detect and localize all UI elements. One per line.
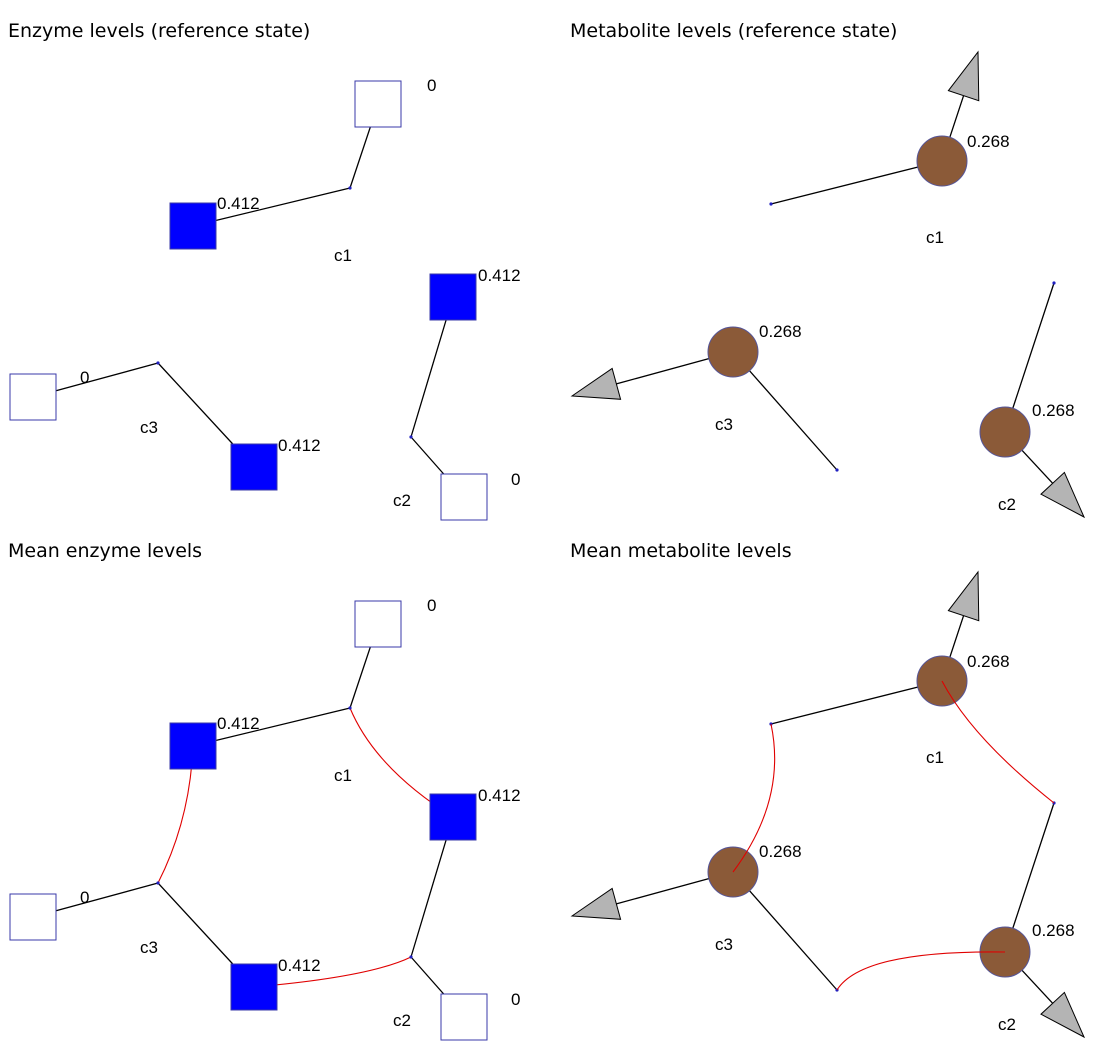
enzyme-box-c2-upper — [429, 273, 477, 321]
edge-c1-lower — [192, 187, 351, 227]
metabolite-node-c2 — [979, 406, 1031, 458]
enzyme-value-c2-upper: 0.412 — [478, 266, 521, 285]
metabolite-node-c3 — [707, 326, 759, 378]
panel-enzyme-mean: Mean enzyme levels 0 0.412 c1 0.412 0 c2 0.412 0… — [8, 540, 521, 1041]
enzyme-box-c3-lower — [9, 373, 57, 421]
cluster-label-c1: c1 — [926, 748, 944, 767]
arrow-head-c3 — [570, 367, 622, 400]
metabolite-value-c3: 0.268 — [759, 322, 802, 341]
enzyme-value-c1-lower: 0.412 — [217, 194, 260, 213]
junction-dot-c2 — [409, 435, 413, 439]
panel-enzyme-reference: Enzyme levels (reference state) 0 0.412 c1 0… — [8, 20, 521, 521]
junction-dot-c3 — [156, 881, 160, 885]
enzyme-value-c2-lower: 0 — [511, 470, 520, 489]
cluster-label-c3: c3 — [140, 418, 158, 437]
panel-title: Mean metabolite levels — [570, 540, 792, 562]
cluster-label-c3: c3 — [715, 415, 733, 434]
endpoint-dot-c1 — [769, 202, 773, 206]
cross-link-1 — [941, 680, 1055, 804]
enzyme-value-c3-upper: 0.412 — [278, 956, 321, 975]
enzyme-value-c3-upper: 0.412 — [278, 436, 321, 455]
cluster-label-c2: c2 — [998, 495, 1016, 514]
edge-c1-substrate — [770, 160, 943, 205]
arrow-head-c1 — [947, 50, 980, 102]
metabolite-value-c1: 0.268 — [967, 132, 1010, 151]
enzyme-value-c2-lower: 0 — [511, 990, 520, 1009]
arrow-head-c1 — [947, 570, 980, 622]
enzyme-box-c1-upper — [354, 80, 402, 128]
junction-dot-c1 — [348, 706, 352, 710]
edge-c2-substrate — [1004, 802, 1055, 953]
panel-title: Metabolite levels (reference state) — [570, 20, 897, 42]
arrow-head-c2 — [1040, 991, 1086, 1039]
cluster-label-c3: c3 — [140, 938, 158, 957]
enzyme-value-c1-lower: 0.412 — [217, 714, 260, 733]
metabolite-value-c3: 0.268 — [759, 842, 802, 861]
enzyme-value-c1-upper: 0 — [427, 76, 436, 95]
arrow-head-c2 — [1040, 471, 1086, 519]
panel-metabolite-reference: Metabolite levels (reference state) 0.268… — [570, 20, 1086, 519]
enzyme-value-c2-upper: 0.412 — [478, 786, 521, 805]
junction-dot-c2 — [409, 955, 413, 959]
enzyme-box-c3-lower — [9, 893, 57, 941]
panel-title: Enzyme levels (reference state) — [8, 20, 310, 42]
cross-link-2 — [836, 951, 1006, 991]
arrow-head-c3 — [570, 887, 622, 920]
cluster-label-c2: c2 — [393, 1011, 411, 1030]
panel-title: Mean enzyme levels — [8, 540, 202, 562]
cluster-label-c3: c3 — [715, 935, 733, 954]
endpoint-dot-c3 — [835, 468, 839, 472]
cross-link-3 — [732, 723, 776, 873]
cluster-label-c1: c1 — [334, 246, 352, 265]
metabolite-value-c1: 0.268 — [967, 652, 1010, 671]
edge-c2-substrate — [1004, 282, 1055, 433]
edge-c3-substrate — [732, 871, 838, 991]
endpoint-dot-c2 — [1052, 281, 1056, 285]
enzyme-value-c3-lower: 0 — [80, 888, 89, 907]
enzyme-box-c2-lower — [440, 473, 488, 521]
enzyme-box-c1-lower — [169, 722, 217, 770]
enzyme-box-c1-lower — [169, 202, 217, 250]
cluster-label-c1: c1 — [926, 228, 944, 247]
metabolite-value-c2: 0.268 — [1032, 921, 1075, 940]
edge-c1-substrate — [770, 680, 943, 725]
edge-c3-substrate — [732, 351, 838, 471]
junction-dot-c3 — [156, 361, 160, 365]
enzyme-box-c1-upper — [354, 600, 402, 648]
enzyme-value-c1-upper: 0 — [427, 596, 436, 615]
cluster-label-c2: c2 — [998, 1015, 1016, 1034]
cluster-label-c1: c1 — [334, 766, 352, 785]
enzyme-box-c2-lower — [440, 993, 488, 1041]
metabolite-value-c2: 0.268 — [1032, 401, 1075, 420]
metabolite-node-c1 — [916, 135, 968, 187]
cross-link-2 — [253, 956, 412, 988]
cluster-label-c2: c2 — [393, 491, 411, 510]
junction-dot-c1 — [348, 186, 352, 190]
panel-metabolite-mean: Mean metabolite levels 0.268 c1 0.268 c2 0.26… — [570, 540, 1086, 1039]
enzyme-box-c3-upper — [230, 963, 278, 1011]
enzyme-value-c3-lower: 0 — [80, 368, 89, 387]
enzyme-box-c3-upper — [230, 443, 278, 491]
edge-c1-lower — [192, 707, 351, 747]
enzyme-box-c2-upper — [429, 793, 477, 841]
